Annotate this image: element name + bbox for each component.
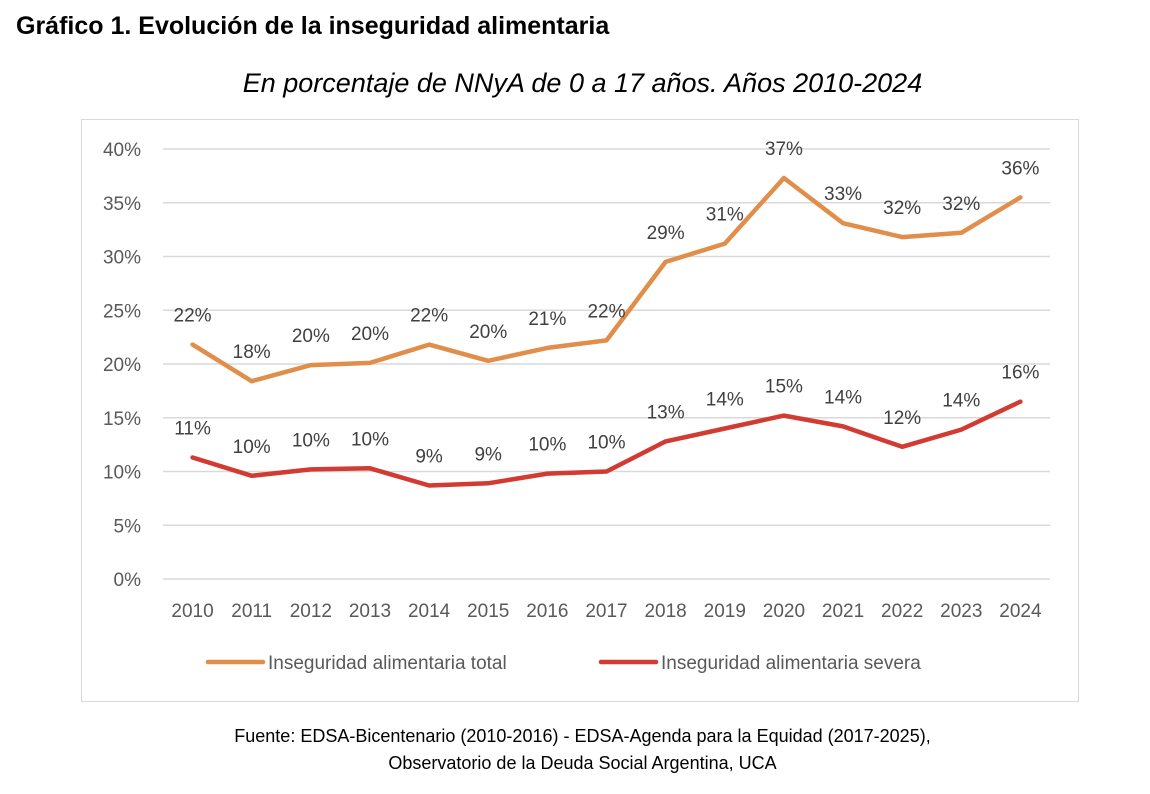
series-line-2	[190, 399, 1023, 488]
x-tick-label: 2015	[467, 601, 509, 622]
data-label: 15%	[765, 377, 803, 398]
data-label: 14%	[706, 390, 744, 411]
source-note: Fuente: EDSA-Bicentenario (2010-2016) - …	[0, 723, 1150, 777]
data-label: 11%	[174, 419, 211, 440]
data-label: 22%	[410, 306, 448, 327]
data-label: 14%	[942, 391, 980, 412]
data-label: 13%	[647, 402, 685, 423]
x-tick-label: 2019	[704, 601, 746, 622]
legend-label: Inseguridad alimentaria total	[268, 653, 507, 674]
y-tick-label: 30%	[103, 248, 141, 269]
y-tick-label: 20%	[103, 355, 141, 376]
data-label: 20%	[351, 324, 389, 345]
data-label: 21%	[528, 309, 566, 330]
data-label: 32%	[942, 194, 980, 215]
x-tick-label: 2020	[763, 601, 805, 622]
source-line-2: Observatorio de la Deuda Social Argentin…	[388, 753, 777, 773]
y-tick-label: 0%	[114, 570, 142, 591]
data-label: 22%	[174, 306, 212, 327]
x-tick-label: 2012	[290, 601, 332, 622]
data-label: 10%	[351, 429, 389, 450]
x-tick-label: 2021	[822, 601, 864, 622]
x-tick-label: 2014	[408, 601, 451, 622]
data-label: 12%	[883, 408, 921, 429]
data-label: 33%	[824, 184, 862, 205]
x-tick-label: 2022	[881, 601, 923, 622]
x-tick-label: 2016	[526, 601, 568, 622]
series-line-1	[190, 175, 1023, 384]
x-tick-label: 2024	[999, 601, 1042, 622]
data-label: 10%	[587, 433, 625, 454]
data-label: 20%	[469, 322, 507, 343]
data-label: 18%	[233, 342, 271, 363]
x-tick-label: 2017	[585, 601, 627, 622]
data-label: 16%	[1001, 363, 1039, 384]
data-label: 29%	[647, 223, 685, 244]
data-label: 22%	[587, 301, 625, 322]
figure-subtitle: En porcentaje de NNyA de 0 a 17 años. Añ…	[242, 68, 923, 98]
x-tick-label: 2011	[231, 601, 272, 622]
y-tick-label: 35%	[103, 194, 141, 215]
data-label: 10%	[233, 437, 271, 458]
data-label: 20%	[292, 326, 330, 347]
data-label: 10%	[528, 435, 566, 456]
x-tick-label: 2023	[940, 601, 982, 622]
data-label: 9%	[474, 444, 502, 465]
data-label: 31%	[706, 205, 744, 226]
x-tick-label: 2010	[171, 601, 213, 622]
source-line-1: Fuente: EDSA-Bicentenario (2010-2016) - …	[234, 726, 931, 746]
data-label: 36%	[1001, 158, 1039, 179]
data-label: 9%	[415, 446, 443, 467]
y-tick-label: 15%	[103, 409, 141, 430]
chart-area	[81, 119, 1079, 702]
y-tick-label: 25%	[103, 301, 141, 322]
data-label: 37%	[765, 139, 803, 160]
y-tick-label: 40%	[103, 140, 141, 161]
legend-label: Inseguridad alimentaria severa	[661, 653, 921, 674]
data-label: 14%	[824, 387, 862, 408]
figure-title: Gráfico 1. Evolución de la inseguridad a…	[16, 12, 610, 40]
x-tick-label: 2018	[644, 601, 686, 622]
data-label: 32%	[883, 198, 921, 219]
y-tick-label: 5%	[114, 516, 142, 537]
y-tick-label: 10%	[103, 463, 141, 484]
data-label: 10%	[292, 430, 330, 451]
x-tick-label: 2013	[349, 601, 391, 622]
